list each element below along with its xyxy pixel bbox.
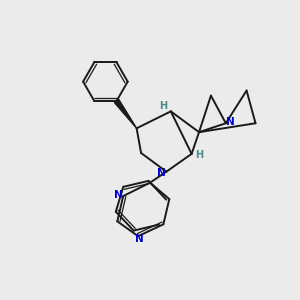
Text: N: N [157, 168, 165, 178]
Text: N: N [135, 234, 144, 244]
Polygon shape [114, 99, 136, 128]
Text: H: H [195, 150, 203, 160]
Text: H: H [159, 101, 167, 111]
Text: N: N [226, 117, 235, 127]
Text: N: N [114, 190, 123, 200]
